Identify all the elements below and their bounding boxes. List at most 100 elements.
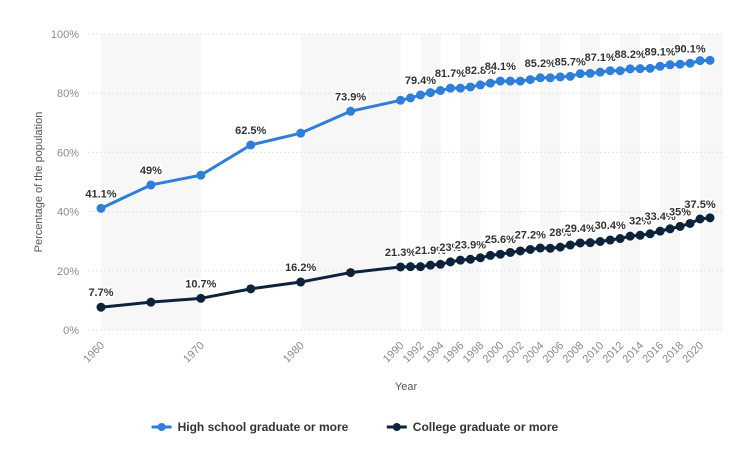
data-point[interactable] — [645, 229, 655, 239]
data-label: 16.2% — [285, 262, 316, 274]
data-point[interactable] — [665, 224, 675, 234]
x-axis-ticks: 1960 1970 1980 1990199219941996199820002002… — [81, 340, 706, 366]
data-point[interactable] — [505, 76, 515, 86]
data-point[interactable] — [645, 63, 655, 73]
data-point[interactable] — [545, 73, 555, 83]
data-point[interactable] — [96, 302, 106, 312]
column-band — [660, 34, 681, 330]
data-point[interactable] — [625, 231, 635, 241]
data-label: 10.7% — [185, 278, 216, 290]
data-point[interactable] — [455, 83, 465, 93]
data-point[interactable] — [346, 106, 356, 116]
column-band — [580, 34, 601, 330]
data-point[interactable] — [485, 250, 495, 260]
data-point[interactable] — [695, 56, 705, 66]
data-point[interactable] — [495, 76, 505, 86]
data-point[interactable] — [405, 93, 415, 103]
data-point[interactable] — [545, 243, 555, 253]
data-point[interactable] — [585, 238, 595, 248]
data-point[interactable] — [525, 244, 535, 254]
data-point[interactable] — [705, 55, 715, 65]
data-point[interactable] — [535, 243, 545, 253]
data-label: 62.5% — [235, 125, 266, 137]
data-point[interactable] — [555, 242, 565, 252]
data-point[interactable] — [655, 226, 665, 236]
data-point[interactable] — [346, 268, 356, 278]
data-point[interactable] — [555, 72, 565, 82]
data-point[interactable] — [515, 246, 525, 256]
data-point[interactable] — [685, 58, 695, 68]
data-point[interactable] — [465, 82, 475, 92]
data-point[interactable] — [445, 83, 455, 93]
data-point[interactable] — [445, 257, 455, 267]
data-label: 79.4% — [405, 75, 436, 87]
data-point[interactable] — [575, 69, 585, 79]
data-point[interactable] — [475, 80, 485, 90]
data-point[interactable] — [475, 253, 485, 263]
data-point[interactable] — [296, 128, 306, 138]
data-point[interactable] — [146, 180, 156, 190]
x-tick-label: 1960 — [81, 340, 107, 366]
data-point[interactable] — [425, 88, 435, 98]
data-point[interactable] — [675, 59, 685, 69]
data-point[interactable] — [405, 262, 415, 272]
data-point[interactable] — [615, 66, 625, 76]
data-point[interactable] — [415, 262, 425, 272]
x-tick-label: 1980 — [281, 340, 307, 366]
data-label: 82.8% — [465, 65, 496, 77]
data-label: 88.2% — [615, 49, 646, 61]
data-point[interactable] — [296, 277, 306, 287]
data-point[interactable] — [665, 60, 675, 70]
data-point[interactable] — [505, 247, 515, 257]
data-point[interactable] — [146, 297, 156, 307]
data-point[interactable] — [96, 203, 106, 213]
data-point[interactable] — [595, 67, 605, 77]
data-point[interactable] — [246, 284, 256, 294]
legend-label: High school graduate or more — [178, 420, 349, 434]
data-point[interactable] — [595, 236, 605, 246]
data-point[interactable] — [196, 170, 206, 180]
data-point[interactable] — [415, 90, 425, 100]
data-point[interactable] — [575, 238, 585, 248]
data-point[interactable] — [685, 218, 695, 228]
y-tick-label: 20% — [57, 266, 79, 278]
data-point[interactable] — [495, 249, 505, 259]
data-point[interactable] — [565, 71, 575, 81]
data-point[interactable] — [396, 262, 406, 272]
data-point[interactable] — [605, 66, 615, 76]
data-labels: 41.1% 49% 62.5% 73.9% 79.4%81.7%82.8%84.1% 85… — [84, 42, 717, 301]
x-tick-label: 1998 — [461, 340, 487, 366]
data-point[interactable] — [615, 234, 625, 244]
data-point[interactable] — [535, 73, 545, 83]
data-label: 85.7% — [555, 56, 586, 68]
data-point[interactable] — [635, 230, 645, 240]
data-point[interactable] — [455, 255, 465, 265]
data-point[interactable] — [435, 259, 445, 269]
data-point[interactable] — [605, 235, 615, 245]
column-band — [300, 34, 401, 330]
data-label: 85.2% — [525, 58, 556, 70]
data-point[interactable] — [396, 95, 406, 105]
data-point[interactable] — [485, 78, 495, 88]
legend-item-high-school[interactable]: High school graduate or more — [151, 420, 349, 434]
column-band — [620, 34, 641, 330]
column-band — [540, 34, 561, 330]
data-point[interactable] — [585, 68, 595, 78]
data-point[interactable] — [695, 214, 705, 224]
data-point[interactable] — [705, 213, 715, 223]
data-point[interactable] — [635, 64, 645, 74]
data-point[interactable] — [675, 221, 685, 231]
data-point[interactable] — [525, 75, 535, 85]
data-point[interactable] — [515, 76, 525, 86]
data-point[interactable] — [246, 140, 256, 150]
x-tick-label: 1996 — [441, 340, 467, 366]
data-point[interactable] — [435, 86, 445, 96]
legend-item-college[interactable]: College graduate or more — [386, 420, 559, 434]
data-point[interactable] — [655, 61, 665, 71]
data-point[interactable] — [565, 240, 575, 250]
data-point[interactable] — [465, 254, 475, 264]
data-point[interactable] — [196, 293, 206, 303]
data-point[interactable] — [425, 260, 435, 270]
data-point[interactable] — [625, 64, 635, 74]
data-label: 27.2% — [515, 229, 546, 241]
